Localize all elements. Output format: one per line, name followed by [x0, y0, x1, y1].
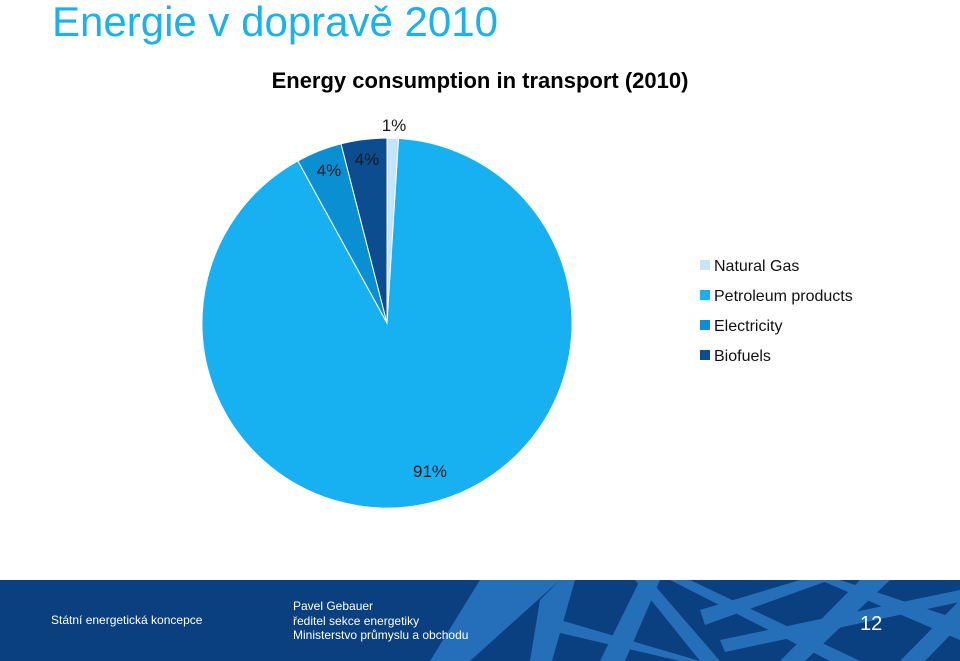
- footer-decoration: [430, 580, 960, 661]
- legend-label-biofuels: Biofuels: [714, 348, 771, 365]
- slide-title: Energie v dopravě 2010: [52, 0, 498, 45]
- slice-label-electricity: 4%: [317, 161, 342, 180]
- presenter-role: ředitel sekce energetiky: [293, 613, 420, 628]
- footer-bar: Státní energetická koncepce Pavel Gebaue…: [0, 580, 960, 661]
- slice-label-natural-gas: 1%: [382, 116, 407, 135]
- slice-label-petroleum-products: 91%: [413, 462, 447, 481]
- chart-legend: Natural Gas Petroleum products Electricity…: [700, 258, 853, 365]
- pie-slices: [201, 137, 573, 509]
- pie-slice-petroleum-products: [201, 137, 573, 509]
- chart-title: Energy consumption in transport (2010): [272, 68, 689, 93]
- presenter-org: Ministerstvo průmyslu a obchodu: [293, 628, 469, 642]
- legend-swatch-petroleum-products: [700, 290, 710, 300]
- pie-chart: Energy consumption in transport (2010) 1…: [201, 68, 853, 509]
- presenter-name: Pavel Gebauer: [293, 599, 374, 613]
- legend-label-natural-gas: Natural Gas: [714, 258, 799, 275]
- page-number: 12: [860, 613, 883, 635]
- pie-slice-biofuels: [340, 137, 388, 324]
- slice-label-biofuels: 4%: [355, 150, 380, 169]
- footer-presenter: Pavel Gebauer ředitel sekce energetiky M…: [293, 599, 468, 643]
- legend-swatch-electricity: [700, 320, 710, 330]
- legend-label-electricity: Electricity: [714, 318, 782, 335]
- legend-swatch-biofuels: [700, 350, 710, 360]
- footer-left-text: Státní energetická koncepce: [51, 613, 203, 627]
- legend-label-petroleum-products: Petroleum products: [714, 288, 853, 305]
- legend-swatch-natural-gas: [700, 260, 710, 270]
